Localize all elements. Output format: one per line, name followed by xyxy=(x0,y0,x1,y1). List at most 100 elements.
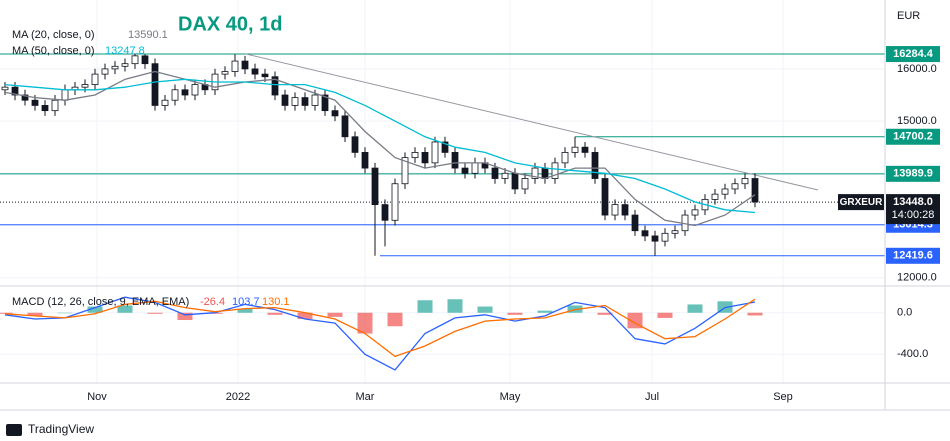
candle-body xyxy=(731,183,739,190)
candle-body xyxy=(51,99,59,112)
candle-body xyxy=(111,65,119,70)
candle-body xyxy=(281,94,289,106)
level-label: 16284.4 xyxy=(893,48,934,60)
macd-histogram-bar xyxy=(477,306,493,313)
candle-body xyxy=(541,167,549,179)
candle-body xyxy=(421,152,429,164)
candle-body xyxy=(651,235,659,242)
brand-name: TradingView xyxy=(28,422,94,436)
x-tick-label: 2022 xyxy=(226,391,250,403)
macd-histogram-bar xyxy=(87,306,103,313)
candle-body xyxy=(61,89,69,101)
candle-body xyxy=(151,63,159,106)
trendline xyxy=(244,53,819,191)
legend-ma50-name: MA (50, close, 0) xyxy=(12,45,95,57)
level-label-box xyxy=(886,128,940,145)
candle-body xyxy=(331,110,339,117)
candle-body xyxy=(561,152,569,164)
candle-body xyxy=(101,68,109,75)
candle-body xyxy=(441,141,449,153)
candle-body xyxy=(91,73,99,85)
y-tick-label: -400.0 xyxy=(897,348,928,360)
level-label: 13989.9 xyxy=(893,168,933,180)
candle-body xyxy=(141,55,149,65)
macd-histogram-bar xyxy=(237,308,253,313)
candle-body xyxy=(1,86,9,91)
candle-body xyxy=(751,178,759,203)
current-price-label: 13448.0 xyxy=(893,196,933,208)
macd-histogram-bar xyxy=(537,310,553,313)
legend-macd-signal: 130.1 xyxy=(262,296,290,308)
moving-average-line xyxy=(4,78,756,214)
candle-body xyxy=(241,60,249,70)
macd-histogram-bar xyxy=(657,312,673,318)
x-tick-label: Mar xyxy=(356,391,375,403)
level-label-box xyxy=(886,46,940,63)
symbol-label: GRXEUR xyxy=(840,197,884,208)
level-label: 14700.2 xyxy=(893,131,933,143)
macd-histogram-bar xyxy=(387,312,403,327)
y-tick-label: 16000.0 xyxy=(897,63,937,75)
candle-body xyxy=(381,204,389,221)
candle-body xyxy=(471,162,479,174)
candle-body xyxy=(181,89,189,96)
macd-histogram-bar xyxy=(27,312,43,316)
candle-body xyxy=(551,162,559,179)
candle-body xyxy=(691,209,699,216)
candle-body xyxy=(721,188,729,195)
x-tick-label: Nov xyxy=(87,391,107,403)
candle-body xyxy=(621,204,629,216)
candle-body xyxy=(741,178,749,185)
candle-body xyxy=(171,89,179,101)
legend-macd-line: 103.7 xyxy=(232,296,260,308)
legend-macd-hist: -26.4 xyxy=(200,296,225,308)
macd-histogram-bar xyxy=(597,312,613,315)
x-tick-label: May xyxy=(500,391,521,403)
brand-logo xyxy=(6,424,22,436)
candle-body xyxy=(361,152,369,169)
candle-body xyxy=(521,178,529,190)
legend-ma20-value: 13590.1 xyxy=(128,29,168,41)
plot-area xyxy=(0,53,885,371)
candle-body xyxy=(221,71,229,75)
candle-body xyxy=(641,230,649,237)
candle-body xyxy=(81,84,89,88)
macd-histogram-bar xyxy=(327,312,343,317)
macd-histogram-bar xyxy=(117,305,133,313)
candle-body xyxy=(301,97,309,106)
candle-body xyxy=(591,152,599,179)
candle-body xyxy=(161,99,169,106)
moving-average-line xyxy=(4,70,756,227)
candle-body xyxy=(391,183,399,221)
macd-histogram-bar xyxy=(357,312,373,334)
current-price-box xyxy=(886,194,940,225)
candle-body xyxy=(341,115,349,138)
macd-histogram-bar xyxy=(177,312,193,321)
y-tick-label: 0.0 xyxy=(897,307,912,319)
macd-histogram-bar xyxy=(297,312,313,319)
legend-ma20-name: MA (20, close, 0) xyxy=(12,29,95,41)
candle-body xyxy=(531,167,539,179)
macd-histogram-bar xyxy=(507,312,523,315)
legend-macd-name: MACD (12, 26, close, 9, EMA, EMA) xyxy=(12,296,189,308)
candle-body xyxy=(491,167,499,179)
candle-body xyxy=(191,84,199,96)
candle-body xyxy=(41,105,49,112)
chart-title: DAX 40, 1d xyxy=(178,13,282,35)
macd-histogram-bar xyxy=(267,312,283,315)
candle-body xyxy=(401,157,409,185)
countdown-label: 14:00:28 xyxy=(892,209,935,221)
candle-body xyxy=(671,230,679,234)
candle-body xyxy=(11,86,19,96)
candle-body xyxy=(501,172,509,179)
y-tick-label: 15000.0 xyxy=(897,115,937,127)
candle-body xyxy=(261,73,269,78)
candle-body xyxy=(311,94,319,106)
candle-body xyxy=(451,152,459,169)
macd-histogram-bar xyxy=(687,304,703,313)
brand: TradingView xyxy=(6,422,94,436)
candle-body xyxy=(271,76,279,96)
